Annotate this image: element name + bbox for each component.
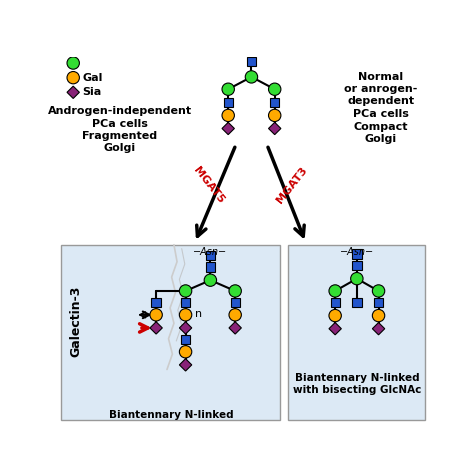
Circle shape xyxy=(204,274,217,286)
Bar xyxy=(224,98,233,107)
Circle shape xyxy=(179,309,192,321)
Text: MGAT5: MGAT5 xyxy=(191,164,226,205)
Text: Biantennary N-linked
with bisecting GlcNAc: Biantennary N-linked with bisecting GlcN… xyxy=(292,374,421,395)
Circle shape xyxy=(222,83,235,95)
Bar xyxy=(181,335,190,344)
Bar xyxy=(181,298,190,307)
Circle shape xyxy=(373,310,385,322)
Polygon shape xyxy=(268,122,281,135)
FancyBboxPatch shape xyxy=(61,245,280,420)
Text: Compact
Golgi: Compact Golgi xyxy=(354,121,408,144)
Circle shape xyxy=(229,309,241,321)
Circle shape xyxy=(329,310,341,322)
Circle shape xyxy=(351,273,363,285)
Polygon shape xyxy=(179,359,192,371)
Polygon shape xyxy=(179,322,192,334)
Bar xyxy=(247,57,256,66)
Circle shape xyxy=(268,109,281,121)
FancyBboxPatch shape xyxy=(288,245,425,420)
Circle shape xyxy=(245,71,258,83)
Bar xyxy=(152,298,161,307)
Bar xyxy=(330,298,340,307)
Text: Androgen-independent
PCa cells
Fragmented
Golgi: Androgen-independent PCa cells Fragmente… xyxy=(48,106,192,154)
Circle shape xyxy=(150,309,162,321)
Bar xyxy=(206,263,215,272)
Bar xyxy=(352,249,362,259)
Circle shape xyxy=(67,57,80,69)
Text: −Asn−: −Asn− xyxy=(340,247,374,257)
Circle shape xyxy=(329,285,341,297)
Bar xyxy=(206,251,215,260)
Text: n: n xyxy=(195,309,202,319)
Polygon shape xyxy=(329,322,341,335)
Circle shape xyxy=(229,285,241,297)
Circle shape xyxy=(222,109,235,121)
Circle shape xyxy=(67,72,80,84)
Text: Biantennary N-linked: Biantennary N-linked xyxy=(109,410,234,420)
Text: Gal: Gal xyxy=(82,73,103,82)
Bar xyxy=(352,261,362,270)
Polygon shape xyxy=(229,322,241,334)
Polygon shape xyxy=(150,322,162,334)
Text: Normal
or anrogen-
dependent
PCa cells: Normal or anrogen- dependent PCa cells xyxy=(344,72,418,118)
Bar xyxy=(270,98,279,107)
Text: MGAT3: MGAT3 xyxy=(274,164,309,205)
Text: Sia: Sia xyxy=(82,87,102,97)
Polygon shape xyxy=(373,322,385,335)
Bar xyxy=(352,298,362,307)
Polygon shape xyxy=(222,122,235,135)
Text: −Asn−: −Asn− xyxy=(193,247,228,257)
Circle shape xyxy=(179,285,192,297)
Circle shape xyxy=(373,285,385,297)
Bar xyxy=(374,298,383,307)
Text: Galectin-3: Galectin-3 xyxy=(70,286,83,357)
Circle shape xyxy=(268,83,281,95)
Bar xyxy=(230,298,240,307)
Polygon shape xyxy=(67,86,80,99)
Circle shape xyxy=(179,346,192,358)
